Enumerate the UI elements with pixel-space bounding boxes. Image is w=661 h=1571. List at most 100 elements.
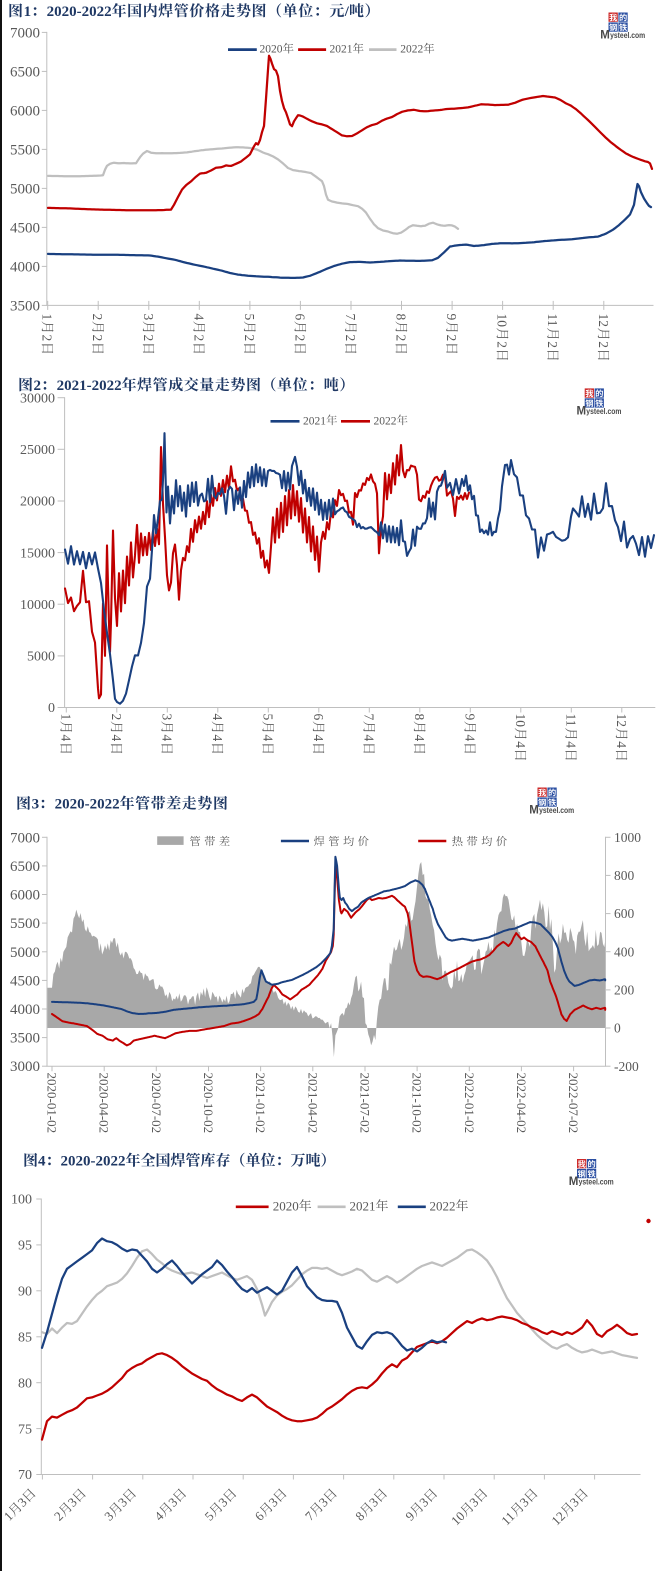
svg-text:4: 4 — [210, 735, 225, 742]
svg-text:7: 7 — [343, 314, 358, 321]
svg-text:25000: 25000 — [20, 443, 55, 458]
svg-text:15000: 15000 — [20, 546, 55, 561]
svg-text:2: 2 — [90, 314, 105, 321]
svg-text:4500: 4500 — [10, 973, 40, 989]
svg-text:800: 800 — [614, 868, 635, 883]
svg-text:6500: 6500 — [10, 859, 40, 875]
svg-text:12: 12 — [614, 714, 629, 728]
svg-text:2: 2 — [596, 341, 611, 348]
svg-text:2: 2 — [394, 335, 409, 342]
svg-text:200: 200 — [614, 983, 635, 998]
svg-text:4: 4 — [191, 314, 206, 321]
svg-text:2: 2 — [90, 335, 105, 342]
svg-text:95: 95 — [18, 1239, 32, 1254]
svg-text:6000: 6000 — [10, 888, 40, 904]
svg-text:2020-01-02: 2020-01-02 — [45, 1073, 60, 1134]
svg-text:4: 4 — [563, 741, 578, 748]
svg-text:2022: 2022 — [400, 44, 423, 56]
svg-text:2: 2 — [444, 335, 459, 342]
svg-text:2022: 2022 — [374, 415, 397, 427]
svg-text:2022: 2022 — [430, 1198, 456, 1213]
svg-text:ysteel.com: ysteel.com — [610, 30, 645, 40]
svg-text:4: 4 — [311, 735, 326, 742]
svg-text:ysteel.com: ysteel.com — [586, 406, 621, 416]
svg-text:75: 75 — [18, 1422, 32, 1437]
svg-text:2: 2 — [242, 335, 257, 342]
svg-text:2020-2022: 2020-2022 — [61, 1154, 126, 1170]
svg-text:6: 6 — [311, 714, 326, 721]
svg-text:600: 600 — [614, 906, 635, 921]
svg-text:9: 9 — [462, 714, 477, 721]
svg-text:M: M — [569, 1176, 579, 1188]
svg-text:4: 4 — [513, 741, 528, 748]
svg-text:2022-07-02: 2022-07-02 — [566, 1073, 581, 1134]
svg-text:20000: 20000 — [20, 495, 55, 510]
svg-text:70: 70 — [18, 1468, 32, 1483]
svg-text:4: 4 — [58, 735, 73, 742]
svg-text:8: 8 — [412, 714, 427, 721]
svg-text:5000: 5000 — [27, 650, 55, 665]
svg-text:2021-01-02: 2021-01-02 — [253, 1073, 268, 1134]
svg-text:2022-01-02: 2022-01-02 — [462, 1073, 477, 1134]
svg-text:0: 0 — [614, 1021, 621, 1036]
svg-text:2: 2 — [141, 335, 156, 342]
svg-text:M: M — [577, 405, 587, 417]
svg-text:2020-07-02: 2020-07-02 — [149, 1073, 164, 1134]
svg-text:4: 4 — [109, 735, 124, 742]
svg-text:5500: 5500 — [10, 916, 40, 932]
svg-text:2021: 2021 — [303, 415, 326, 427]
svg-text:7000: 7000 — [10, 830, 40, 846]
svg-text:2022-04-02: 2022-04-02 — [514, 1073, 529, 1134]
svg-text:4: 4 — [412, 735, 427, 742]
svg-text:5000: 5000 — [10, 945, 40, 961]
svg-text:2020: 2020 — [273, 1198, 299, 1213]
svg-text:ysteel.com: ysteel.com — [579, 1177, 614, 1187]
svg-text:90: 90 — [18, 1285, 32, 1300]
svg-text:9: 9 — [444, 314, 459, 321]
svg-text:2020-10-02: 2020-10-02 — [201, 1073, 216, 1134]
svg-text:3000: 3000 — [10, 1059, 40, 1075]
svg-text:2021-10-02: 2021-10-02 — [410, 1073, 425, 1134]
svg-text:1000: 1000 — [614, 830, 641, 845]
svg-text:100: 100 — [11, 1193, 32, 1208]
svg-text:4: 4 — [260, 735, 275, 742]
svg-text:2: 2 — [292, 335, 307, 342]
svg-text:4500: 4500 — [10, 220, 40, 236]
svg-text:10: 10 — [495, 314, 510, 328]
svg-text:5000: 5000 — [10, 181, 40, 197]
svg-text:6000: 6000 — [10, 103, 40, 119]
svg-text:4: 4 — [462, 735, 477, 742]
svg-text:3: 3 — [32, 797, 39, 813]
svg-text:2020-2022: 2020-2022 — [47, 4, 112, 20]
svg-text:2: 2 — [191, 335, 206, 342]
svg-text:85: 85 — [18, 1331, 32, 1346]
svg-text:11: 11 — [545, 314, 560, 327]
svg-text:4: 4 — [614, 741, 629, 748]
svg-text:2: 2 — [34, 378, 42, 394]
svg-text:30000: 30000 — [20, 391, 55, 406]
svg-text:2020-2022: 2020-2022 — [55, 797, 120, 813]
svg-text:-200: -200 — [614, 1059, 639, 1074]
svg-text:2: 2 — [495, 341, 510, 348]
svg-text:7: 7 — [361, 714, 376, 721]
svg-text:4000: 4000 — [10, 1002, 40, 1018]
svg-text:6: 6 — [292, 314, 307, 321]
svg-text:3500: 3500 — [10, 1031, 40, 1047]
svg-text:2021-2022: 2021-2022 — [57, 378, 122, 394]
svg-text:10: 10 — [513, 714, 528, 728]
svg-text:3: 3 — [159, 714, 174, 721]
svg-text:10000: 10000 — [20, 598, 55, 613]
svg-text:6500: 6500 — [10, 64, 40, 80]
svg-text:4: 4 — [210, 714, 225, 721]
svg-text:1: 1 — [24, 4, 32, 20]
svg-text:4000: 4000 — [10, 259, 40, 275]
svg-text:1: 1 — [40, 314, 55, 321]
svg-text:/: / — [344, 4, 350, 20]
svg-text:2021-07-02: 2021-07-02 — [358, 1073, 373, 1134]
svg-text:2: 2 — [545, 341, 560, 348]
svg-text:5: 5 — [260, 714, 275, 721]
svg-text:80: 80 — [18, 1376, 32, 1391]
svg-text:1: 1 — [58, 714, 73, 721]
svg-text:11: 11 — [563, 714, 578, 727]
svg-text:2021: 2021 — [350, 1198, 376, 1213]
